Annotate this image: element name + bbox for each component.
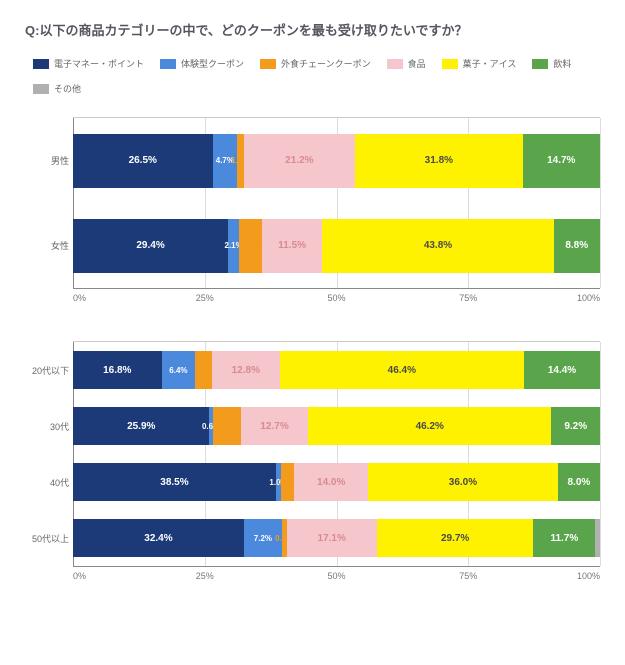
row-label: 20代以下 xyxy=(25,364,69,377)
bar-segment: 5.4% xyxy=(213,407,241,445)
bar-segment: 32.4% xyxy=(73,519,244,557)
legend-label: その他 xyxy=(54,82,81,95)
axis-age: 0% 25% 50% 75% 100% xyxy=(73,571,600,589)
bar-segment: 21.2% xyxy=(244,134,356,188)
chart-title: Q:以下の商品カテゴリーの中で、どのクーポンを最も受け取りたいですか？ xyxy=(25,20,600,39)
plot-gender: 男性26.5%4.7%1.2%21.2%31.8%14.7%女性29.4%2.1… xyxy=(73,117,600,289)
bar-segment: 8.8% xyxy=(554,219,600,273)
bar-row: 50代以上32.4%7.2%0.9%17.1%29.7%11.7% xyxy=(73,510,600,566)
bar-segment: 26.5% xyxy=(73,134,213,188)
axis-tick: 0% xyxy=(73,293,86,303)
axis-tick: 75% xyxy=(459,293,477,303)
legend-swatch xyxy=(33,84,49,94)
stacked-bar: 25.9%0.6%5.4%12.7%46.2%9.2% xyxy=(73,407,600,445)
bar-segment: 25.9% xyxy=(73,407,209,445)
legend-swatch xyxy=(33,59,49,69)
bar-row: 女性29.4%2.1%4.3%11.5%43.8%8.8% xyxy=(73,203,600,288)
bar-segment: 17.1% xyxy=(287,519,377,557)
bar-segment: 12.8% xyxy=(212,351,279,389)
bar-segment: 31.8% xyxy=(355,134,522,188)
axis-tick: 100% xyxy=(577,293,600,303)
bar-row: 20代以下16.8%6.4%3.2%12.8%46.4%14.4% xyxy=(73,342,600,398)
legend-swatch xyxy=(160,59,176,69)
legend-label: 食品 xyxy=(408,57,426,70)
stacked-bar: 16.8%6.4%3.2%12.8%46.4%14.4% xyxy=(73,351,600,389)
bar-row: 30代25.9%0.6%5.4%12.7%46.2%9.2% xyxy=(73,398,600,454)
stacked-bar: 32.4%7.2%0.9%17.1%29.7%11.7% xyxy=(73,519,600,557)
axis-gender: 0% 25% 50% 75% 100% xyxy=(73,293,600,311)
legend-item: 食品 xyxy=(387,57,426,70)
bar-segment: 14.0% xyxy=(294,463,368,501)
legend-label: 外食チェーンクーポン xyxy=(281,57,371,70)
bar-segment: 43.8% xyxy=(322,219,553,273)
bar-segment: 2.5% xyxy=(281,463,294,501)
bar-segment: 6.4% xyxy=(162,351,196,389)
bar-segment: 38.5% xyxy=(73,463,276,501)
plot-age: 20代以下16.8%6.4%3.2%12.8%46.4%14.4%30代25.9… xyxy=(73,341,600,567)
legend-label: 体験型クーポン xyxy=(181,57,244,70)
bar-segment: 36.0% xyxy=(368,463,558,501)
chart-gender: 男性26.5%4.7%1.2%21.2%31.8%14.7%女性29.4%2.1… xyxy=(25,117,600,311)
chart-age: 20代以下16.8%6.4%3.2%12.8%46.4%14.4%30代25.9… xyxy=(25,341,600,589)
bar-segment: 3.2% xyxy=(195,351,212,389)
axis-tick: 75% xyxy=(459,571,477,581)
bar-segment: 12.7% xyxy=(241,407,308,445)
bar-row: 男性26.5%4.7%1.2%21.2%31.8%14.7% xyxy=(73,118,600,203)
legend-item: 体験型クーポン xyxy=(160,57,244,70)
row-label: 30代 xyxy=(25,420,69,433)
axis-tick: 25% xyxy=(196,571,214,581)
legend-swatch xyxy=(532,59,548,69)
bar-segment: 46.2% xyxy=(308,407,551,445)
legend-label: 菓子・アイス xyxy=(463,57,517,70)
bar-segment: 14.4% xyxy=(524,351,600,389)
row-label: 女性 xyxy=(25,239,69,252)
bar-segment: 9.2% xyxy=(551,407,599,445)
axis-tick: 100% xyxy=(577,571,600,581)
legend-item: その他 xyxy=(33,82,81,95)
row-label: 男性 xyxy=(25,154,69,167)
bar-segment: 29.4% xyxy=(73,219,228,273)
legend-swatch xyxy=(387,59,403,69)
axis-tick: 25% xyxy=(196,293,214,303)
bar-segment: 11.7% xyxy=(533,519,595,557)
stacked-bar: 38.5%1.0%2.5%14.0%36.0%8.0% xyxy=(73,463,600,501)
legend-item: 電子マネー・ポイント xyxy=(33,57,144,70)
axis-tick: 50% xyxy=(327,293,345,303)
axis-tick: 0% xyxy=(73,571,86,581)
axis-tick: 50% xyxy=(327,571,345,581)
legend-swatch xyxy=(442,59,458,69)
bar-row: 40代38.5%1.0%2.5%14.0%36.0%8.0% xyxy=(73,454,600,510)
legend: 電子マネー・ポイント 体験型クーポン 外食チェーンクーポン 食品 菓子・アイス 飲料その他 xyxy=(25,57,600,95)
bar-segment: 11.5% xyxy=(262,219,323,273)
legend-item: 菓子・アイス xyxy=(442,57,517,70)
bar-segment: 4.3% xyxy=(239,219,262,273)
bar-segment: 16.8% xyxy=(73,351,162,389)
bar-segment: 29.7% xyxy=(377,519,534,557)
bar-segment: 14.7% xyxy=(523,134,600,188)
row-label: 50代以上 xyxy=(25,532,69,545)
stacked-bar: 29.4%2.1%4.3%11.5%43.8%8.8% xyxy=(73,219,600,273)
bar-segment xyxy=(595,519,600,557)
legend-label: 電子マネー・ポイント xyxy=(54,57,144,70)
bar-segment: 8.0% xyxy=(558,463,600,501)
bar-segment: 46.4% xyxy=(280,351,525,389)
row-label: 40代 xyxy=(25,476,69,489)
bar-segment: 2.1% xyxy=(228,219,239,273)
legend-item: 飲料 xyxy=(532,57,571,70)
legend-swatch xyxy=(260,59,276,69)
legend-label: 飲料 xyxy=(553,57,571,70)
legend-item: 外食チェーンクーポン xyxy=(260,57,371,70)
stacked-bar: 26.5%4.7%1.2%21.2%31.8%14.7% xyxy=(73,134,600,188)
